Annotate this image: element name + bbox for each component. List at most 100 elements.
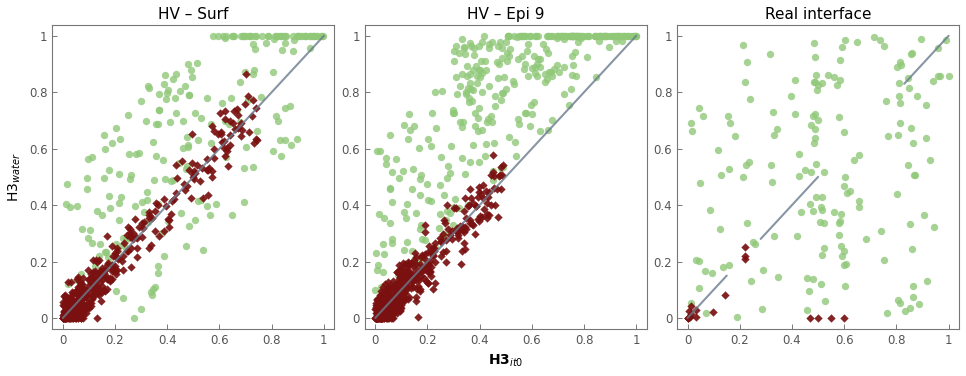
Point	[592, 33, 608, 39]
Point	[470, 105, 486, 111]
Point	[420, 261, 436, 267]
Point	[628, 33, 643, 39]
Point	[383, 309, 398, 315]
Point	[305, 33, 321, 39]
Point	[383, 299, 398, 305]
Point	[124, 245, 139, 251]
Point	[59, 297, 74, 303]
Point	[812, 220, 828, 226]
Point	[544, 117, 559, 123]
Point	[100, 254, 116, 260]
Point	[103, 265, 119, 271]
Point	[128, 255, 144, 261]
Point	[371, 307, 386, 313]
Point	[376, 302, 391, 308]
Point	[95, 212, 110, 218]
Point	[156, 196, 172, 202]
Point	[402, 282, 417, 288]
Point	[611, 33, 626, 39]
Point	[906, 139, 922, 146]
Point	[55, 315, 71, 321]
Point	[60, 297, 75, 303]
Point	[217, 116, 233, 122]
Point	[370, 262, 385, 268]
Point	[370, 310, 385, 316]
Point	[814, 207, 830, 213]
Point	[56, 315, 71, 321]
Point	[231, 125, 246, 131]
Point	[371, 315, 386, 321]
Point	[380, 315, 395, 321]
Point	[541, 127, 556, 133]
Point	[509, 34, 525, 40]
Point	[89, 275, 104, 281]
Point	[90, 259, 105, 265]
Point	[75, 275, 91, 281]
Point	[397, 290, 412, 296]
Point	[107, 250, 123, 256]
Point	[608, 38, 623, 44]
Point	[762, 51, 778, 57]
Point	[401, 268, 416, 274]
Point	[55, 315, 71, 321]
Point	[377, 315, 392, 321]
Point	[494, 97, 509, 103]
Point	[100, 261, 116, 267]
Point	[92, 256, 107, 262]
Point	[384, 236, 400, 242]
Point	[462, 100, 477, 106]
Point	[56, 313, 71, 319]
Point	[454, 71, 469, 77]
Point	[507, 139, 523, 145]
Point	[405, 277, 420, 284]
Point	[78, 310, 94, 316]
Point	[393, 288, 409, 294]
Point	[891, 93, 906, 99]
Point	[807, 135, 822, 141]
Point	[469, 73, 485, 79]
Point	[742, 159, 757, 165]
Point	[76, 302, 92, 308]
Point	[465, 221, 480, 227]
Point	[576, 33, 591, 39]
Title: HV – Epi 9: HV – Epi 9	[467, 7, 545, 22]
Point	[521, 41, 536, 47]
Point	[374, 315, 389, 321]
Point	[87, 282, 102, 288]
Point	[371, 307, 386, 313]
Point	[155, 157, 170, 163]
Point	[72, 282, 88, 288]
Point	[570, 39, 585, 45]
Point	[684, 128, 699, 134]
Point	[83, 276, 99, 282]
Point	[75, 302, 91, 308]
Point	[446, 205, 462, 211]
Point	[471, 159, 487, 165]
Point	[413, 265, 429, 271]
Point	[380, 312, 395, 318]
Point	[56, 313, 71, 319]
Point	[399, 284, 414, 290]
Point	[837, 174, 852, 180]
Point	[272, 33, 288, 39]
Point	[395, 293, 411, 299]
Point	[835, 253, 850, 259]
Point	[493, 164, 508, 170]
Point	[375, 315, 390, 321]
Point	[206, 146, 221, 152]
Point	[808, 126, 823, 132]
Point	[831, 232, 846, 238]
Point	[528, 33, 544, 39]
Point	[581, 33, 596, 39]
Point	[680, 315, 696, 321]
Point	[500, 33, 516, 39]
Point	[448, 74, 464, 80]
Point	[375, 311, 390, 317]
Point	[187, 217, 203, 223]
Point	[92, 287, 107, 293]
Point	[463, 86, 478, 92]
Point	[495, 162, 510, 168]
Point	[157, 176, 173, 182]
Point	[87, 268, 102, 274]
Point	[368, 310, 384, 316]
